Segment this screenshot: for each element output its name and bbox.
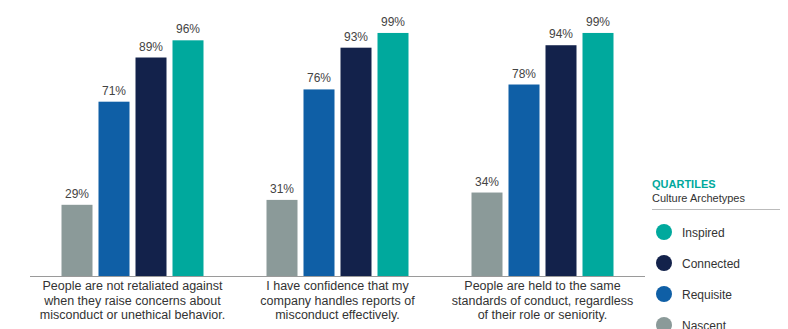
data-label: 96%: [176, 22, 200, 36]
category-label: I have confidence that my: [266, 279, 409, 293]
bar: [62, 205, 93, 276]
legend-swatch: [656, 255, 672, 271]
category-label: misconduct or unethical behavior.: [40, 308, 226, 322]
category-label: misconduct effectively.: [275, 308, 400, 322]
category-label: when they raise concerns about: [43, 294, 221, 308]
category-labels: People are not retaliated againstwhen th…: [40, 279, 633, 322]
legend-title: QUARTILES: [652, 178, 716, 190]
category-label: of their role or seniority.: [478, 308, 608, 322]
legend-swatch: [656, 317, 672, 329]
legend: QUARTILES Culture Archetypes Inspired Conne…: [652, 178, 780, 329]
legend-label: Connected: [682, 257, 740, 271]
bar: [583, 33, 614, 276]
data-label: 94%: [549, 27, 573, 41]
category-label: People are held to the same: [464, 279, 620, 293]
category-label: company handles reports of: [260, 294, 415, 308]
legend-label: Nascent: [682, 319, 727, 329]
bar: [546, 45, 577, 276]
legend-subtitle: Culture Archetypes: [652, 192, 745, 204]
bar: [173, 40, 204, 276]
legend-swatch: [656, 286, 672, 302]
data-label: 34%: [475, 175, 499, 189]
bar: [378, 33, 409, 276]
data-label: 78%: [512, 67, 536, 81]
legend-rule: [652, 209, 780, 210]
data-label: 29%: [65, 187, 89, 201]
bars: [62, 33, 614, 276]
chart-svg: 29% 31% 34% 71% 76% 78% 89% 93% 94% 96% 99% 99% Peop…: [0, 0, 788, 329]
legend-label: Inspired: [682, 226, 725, 240]
data-labels: 29% 31% 34% 71% 76% 78% 89% 93% 94% 96% 99% 99%: [65, 15, 610, 201]
baseline: [30, 276, 645, 277]
legend-label: Requisite: [682, 288, 732, 302]
chart-container: 29% 31% 34% 71% 76% 78% 89% 93% 94% 96% 99% 99% Peop…: [0, 0, 788, 329]
bar: [99, 102, 130, 276]
bar: [267, 200, 298, 276]
data-label: 76%: [307, 71, 331, 85]
data-label: 71%: [102, 84, 126, 98]
bar: [509, 85, 540, 276]
bar: [472, 193, 503, 276]
bar: [341, 48, 372, 276]
data-label: 31%: [270, 182, 294, 196]
data-label: 89%: [139, 40, 163, 54]
category-label: People are not retaliated against: [43, 279, 224, 293]
bar: [136, 58, 167, 276]
data-label: 99%: [586, 15, 610, 29]
data-label: 93%: [344, 30, 368, 44]
legend-swatch: [656, 224, 672, 240]
category-label: standards of conduct, regardless: [452, 294, 633, 308]
bar: [304, 89, 335, 276]
data-label: 99%: [381, 15, 405, 29]
